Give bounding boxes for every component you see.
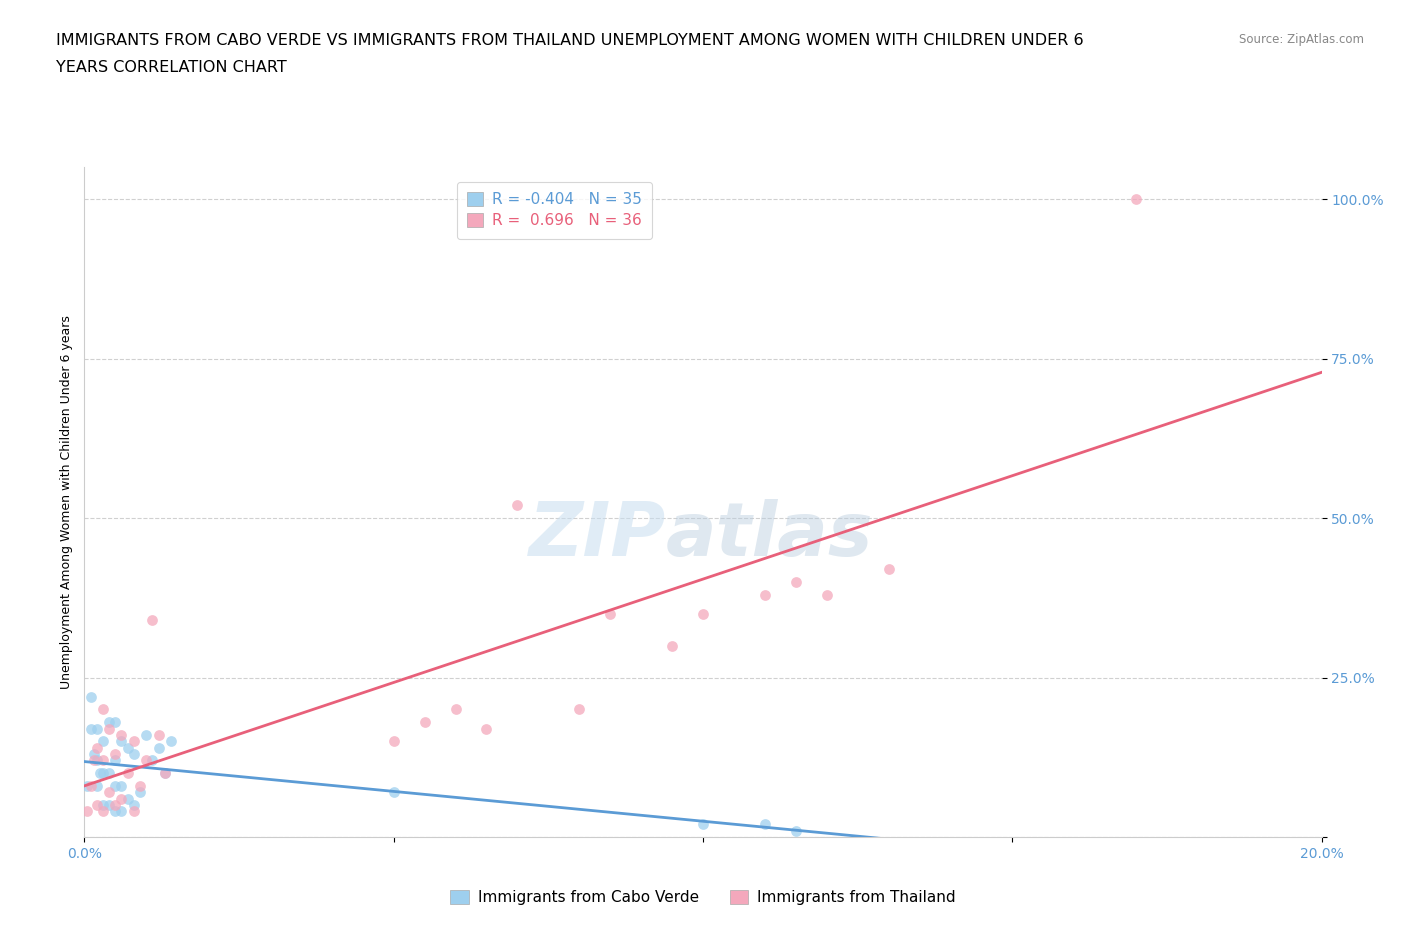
- Point: [135, 753, 157, 768]
- Text: ZIP: ZIP: [529, 499, 666, 572]
- Point: [76, 804, 98, 819]
- Point: [91, 734, 114, 749]
- Point: [382, 785, 405, 800]
- Point: [86, 778, 108, 793]
- Point: [104, 747, 127, 762]
- Point: [141, 753, 163, 768]
- Point: [135, 727, 157, 742]
- Point: [79, 689, 101, 704]
- Point: [110, 804, 132, 819]
- Text: YEARS CORRELATION CHART: YEARS CORRELATION CHART: [56, 60, 287, 75]
- Point: [153, 765, 176, 780]
- Point: [86, 798, 108, 813]
- Point: [153, 765, 176, 780]
- Point: [76, 778, 98, 793]
- Point: [86, 753, 108, 768]
- Point: [148, 740, 170, 755]
- Point: [79, 778, 101, 793]
- Point: [692, 606, 714, 621]
- Point: [98, 715, 121, 730]
- Point: [413, 715, 436, 730]
- Point: [141, 613, 163, 628]
- Point: [661, 638, 683, 653]
- Point: [83, 747, 105, 762]
- Point: [98, 798, 121, 813]
- Point: [104, 753, 127, 768]
- Point: [83, 753, 105, 768]
- Point: [122, 734, 145, 749]
- Point: [86, 721, 108, 736]
- Point: [475, 721, 498, 736]
- Point: [98, 785, 121, 800]
- Legend: Immigrants from Cabo Verde, Immigrants from Thailand: Immigrants from Cabo Verde, Immigrants f…: [443, 883, 963, 913]
- Point: [86, 740, 108, 755]
- Point: [122, 798, 145, 813]
- Point: [98, 765, 121, 780]
- Point: [91, 798, 114, 813]
- Point: [104, 778, 127, 793]
- Point: [148, 727, 170, 742]
- Point: [91, 765, 114, 780]
- Point: [98, 721, 121, 736]
- Point: [104, 798, 127, 813]
- Point: [877, 562, 900, 577]
- Point: [815, 587, 838, 602]
- Y-axis label: Unemployment Among Women with Children Under 6 years: Unemployment Among Women with Children U…: [60, 315, 73, 689]
- Point: [91, 804, 114, 819]
- Text: atlas: atlas: [666, 499, 873, 572]
- Text: IMMIGRANTS FROM CABO VERDE VS IMMIGRANTS FROM THAILAND UNEMPLOYMENT AMONG WOMEN : IMMIGRANTS FROM CABO VERDE VS IMMIGRANTS…: [56, 33, 1084, 47]
- Point: [506, 498, 529, 512]
- Point: [444, 702, 467, 717]
- Point: [110, 727, 132, 742]
- Point: [104, 804, 127, 819]
- Point: [692, 817, 714, 831]
- Point: [117, 791, 139, 806]
- Point: [785, 823, 807, 838]
- Point: [160, 734, 183, 749]
- Point: [568, 702, 591, 717]
- Point: [89, 765, 111, 780]
- Point: [599, 606, 621, 621]
- Point: [110, 734, 132, 749]
- Point: [382, 734, 405, 749]
- Point: [79, 721, 101, 736]
- Legend: R = -0.404   N = 35, R =  0.696   N = 36: R = -0.404 N = 35, R = 0.696 N = 36: [457, 181, 652, 239]
- Point: [110, 778, 132, 793]
- Point: [754, 817, 776, 831]
- Point: [785, 575, 807, 590]
- Point: [117, 765, 139, 780]
- Point: [122, 747, 145, 762]
- Point: [104, 715, 127, 730]
- Point: [91, 753, 114, 768]
- Point: [110, 791, 132, 806]
- Point: [117, 740, 139, 755]
- Point: [122, 804, 145, 819]
- Point: [754, 587, 776, 602]
- Point: [1125, 192, 1147, 206]
- Point: [91, 702, 114, 717]
- Text: Source: ZipAtlas.com: Source: ZipAtlas.com: [1239, 33, 1364, 46]
- Point: [129, 785, 152, 800]
- Point: [129, 778, 152, 793]
